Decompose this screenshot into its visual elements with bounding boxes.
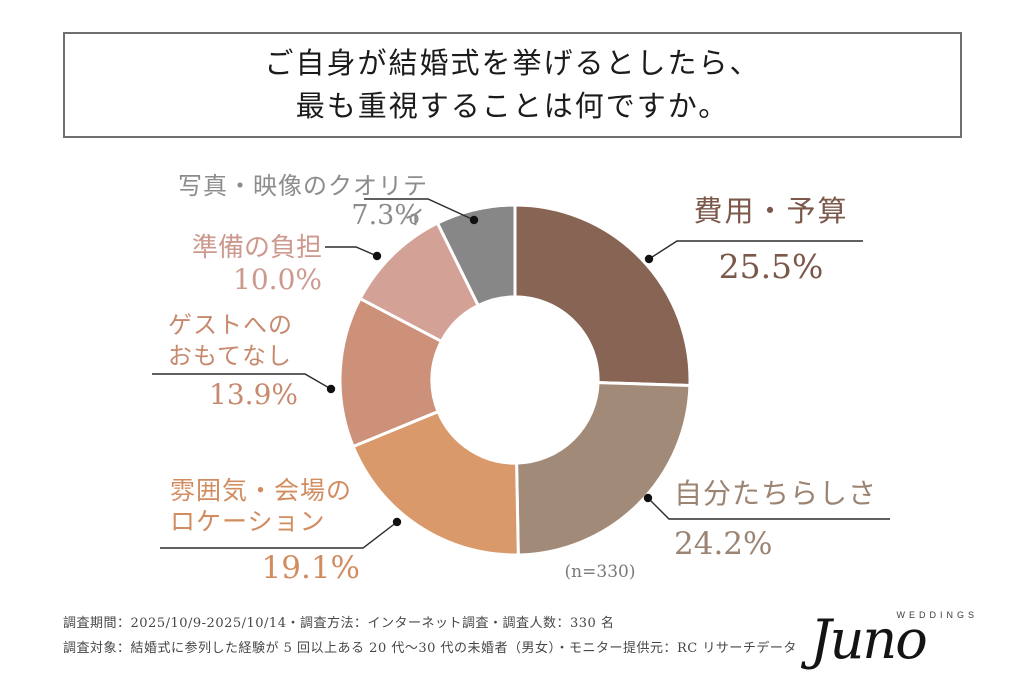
survey-meta-line1: 調査期間：2025/10/9-2025/10/14・調査方法：インターネット調査… [63,616,615,631]
survey-meta-line2: 調査対象：結婚式に参列した経験が 5 回以上ある 20 代～30 代の未婚者（男… [63,641,797,656]
value-cost: 25.5% [718,247,824,286]
label-cost: 費用・予算 [693,194,849,228]
label-atmosphere: 雰囲気・会場の ロケーション [170,476,380,537]
survey-question-box: ご自身が結婚式を挙げるとしたら、 最も重視することは何ですか。 [63,32,962,138]
value-ourselves: 24.2% [674,526,773,562]
leader-dots [326,215,654,527]
brand-logo: WEDDINGS Juno [810,598,980,673]
label-photo-quality: 写真・映像のクオリティ [178,172,428,229]
value-atmosphere: 19.1% [261,550,360,586]
label-guests: ゲストへの おもてなし [168,310,338,372]
leader-preparation [325,246,378,257]
label-ourselves: 自分たちらしさ [674,477,878,510]
value-photo-quality: 7.3% [351,200,420,231]
donut-slice-0 [513,203,692,387]
donut-slice-5 [436,203,517,307]
leader-photo-quality [364,198,475,221]
label-atmosphere-line1: 雰囲気・会場の [170,476,353,505]
value-preparation: 10.0% [233,263,322,296]
brand-logo-weddings-text: WEDDINGS [896,610,978,620]
brand-logo-juno-text: Juno [810,608,928,671]
page-title-line2: 最も重視することは何ですか。 [295,89,730,123]
donut-slices [338,203,692,557]
label-guests-line2: おもてなし [168,342,293,371]
label-atmosphere-line2: ロケーション [170,506,326,536]
sample-size-note: (n=330) [564,562,636,582]
donut-slice-1 [515,381,692,557]
donut-slice-2 [351,410,520,557]
leader-lines [152,198,890,549]
leader-atmosphere [160,521,398,549]
leader-cost [648,240,863,260]
value-guests: 13.9% [209,378,298,411]
label-preparation: 準備の負担 [191,233,322,263]
leader-ourselves [647,497,890,520]
label-guests-line1: ゲストへの [168,311,293,339]
page-title-line1: ご自身が結婚式を挙げるとしたら、 [264,46,761,81]
leader-guests [152,373,332,390]
